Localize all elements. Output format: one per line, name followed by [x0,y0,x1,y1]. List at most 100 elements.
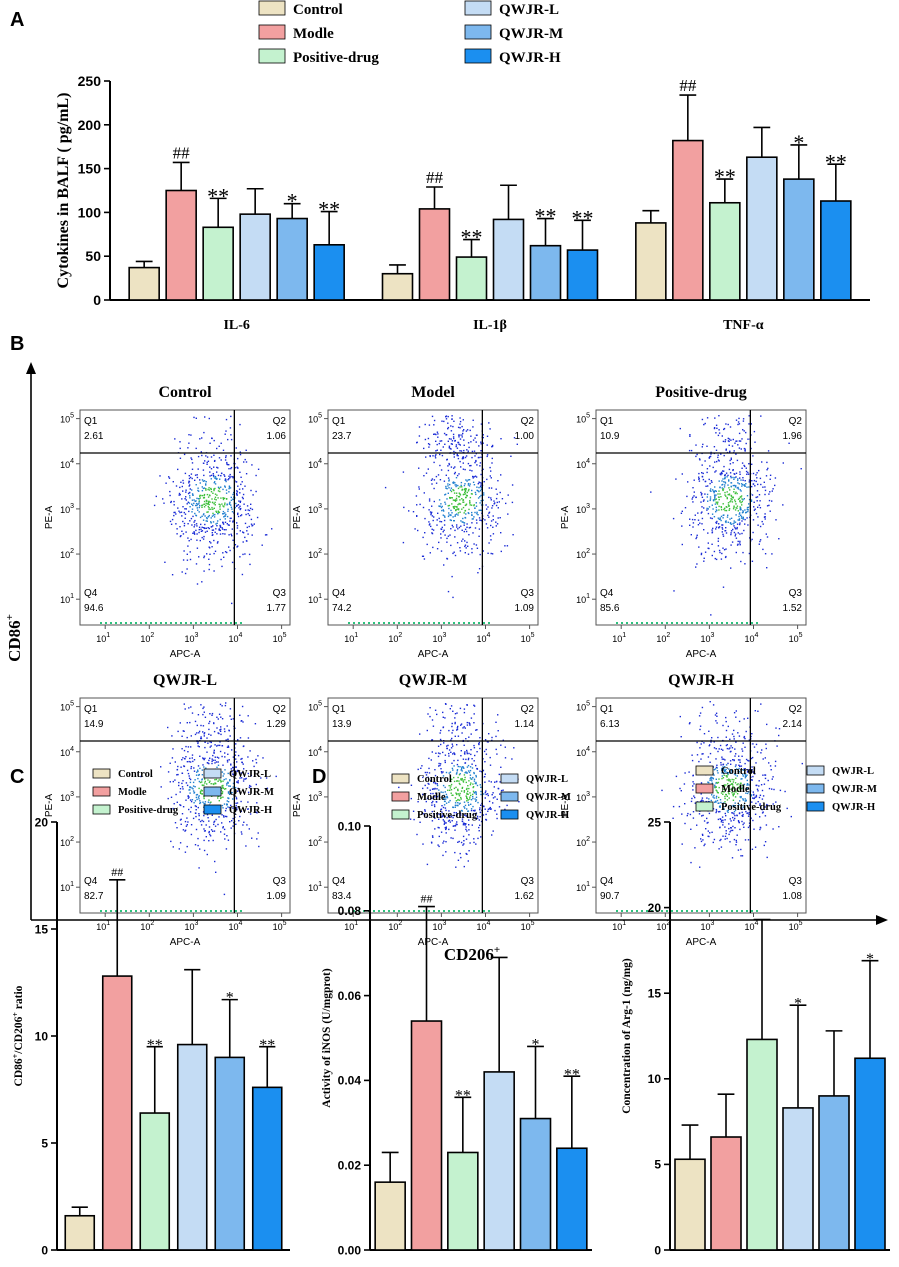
flow-event [718,796,720,799]
flow-event [447,590,450,593]
flow-event [751,801,753,803]
flow-event [740,479,742,481]
flow-event [751,848,754,850]
flow-event [167,726,169,729]
flow-event [704,551,707,553]
flow-event [467,790,469,792]
flow-event [203,711,205,713]
flow-event [467,758,470,761]
flow-event [257,832,259,834]
flow-event [710,776,712,779]
panel-e-legend-swatch-control [695,765,714,776]
flow-plot-frame [79,697,291,914]
flow-y-tick-base: 10 [308,460,318,470]
flow-event [194,812,197,814]
flow-event [469,724,471,726]
flow-event [722,440,725,443]
flow-event [729,747,731,749]
flow-event [472,786,474,789]
flow-event [707,756,710,758]
flow-event [228,729,230,731]
flow-event [741,808,743,810]
flow-event [225,529,227,531]
flow-event [734,755,736,757]
flow-event [194,720,197,723]
flow-event [170,500,172,503]
flow-event [460,814,462,816]
flow-x-axis-label: APC-A [170,937,201,948]
flow-event [428,521,430,523]
flow-event [491,736,493,739]
flow-event [467,479,469,481]
flow-event [455,804,457,807]
flow-event [194,733,197,736]
flow-event [447,426,450,429]
flow-event [478,528,481,530]
flow-event [740,448,742,450]
flow-event [729,451,731,453]
flow-event [497,730,499,732]
flow-event [472,477,474,479]
flow-event [173,514,175,517]
flow-event [212,473,214,475]
flow-event [445,827,447,830]
flow-event [204,741,206,743]
flow-event [239,737,242,739]
flow-plot-model: ModelQ123.7Q21.00Q31.09Q474.210110110210… [292,384,539,660]
flow-y-tick-label: 103 [60,503,74,515]
flow-event [726,810,729,812]
flow-event [442,726,445,728]
flow-event [440,771,443,773]
flow-event [222,764,224,766]
flow-event [450,487,453,489]
flow-event [440,831,443,833]
flow-event [224,730,226,733]
flow-event [205,824,207,826]
flow-event [417,529,419,532]
flow-x-tick-base: 10 [184,922,194,932]
flow-event [456,823,458,826]
flow-event [473,780,476,782]
flow-event [434,805,436,808]
flow-event [711,543,713,545]
flow-event [750,423,752,425]
flow-event [222,498,225,501]
flow-event [216,533,218,535]
flow-event [194,800,197,802]
flow-event [697,524,700,526]
flow-event [733,478,735,480]
flow-event [202,480,205,482]
flow-event [450,751,452,753]
flow-event [197,498,200,500]
flow-event [230,517,232,519]
flow-event [742,742,744,744]
flow-event [435,454,437,456]
flow-event [181,571,183,573]
flow-event [224,478,227,480]
flow-y-tick-base: 10 [308,793,318,803]
flow-event [465,455,468,457]
flow-event [167,797,169,800]
flow-event [443,480,446,482]
flow-event [471,824,473,826]
flow-event [488,733,490,735]
flow-event [707,532,709,534]
flow-event [197,770,199,773]
flow-event [443,564,445,566]
flow-event [222,449,225,451]
flow-event [443,820,445,822]
flow-event [495,497,498,500]
flow-event [679,715,681,718]
flow-event [445,822,447,824]
flow-event [202,764,204,766]
flow-event [738,518,741,520]
flow-event [207,779,209,781]
flow-event [191,511,193,513]
flow-event [768,499,771,502]
flow-y-axis-label: PE-A [44,794,55,818]
flow-event [196,793,199,796]
flow-event [720,818,722,820]
flow-event [468,834,470,836]
flow-event [193,499,195,501]
flow-event [171,574,174,576]
